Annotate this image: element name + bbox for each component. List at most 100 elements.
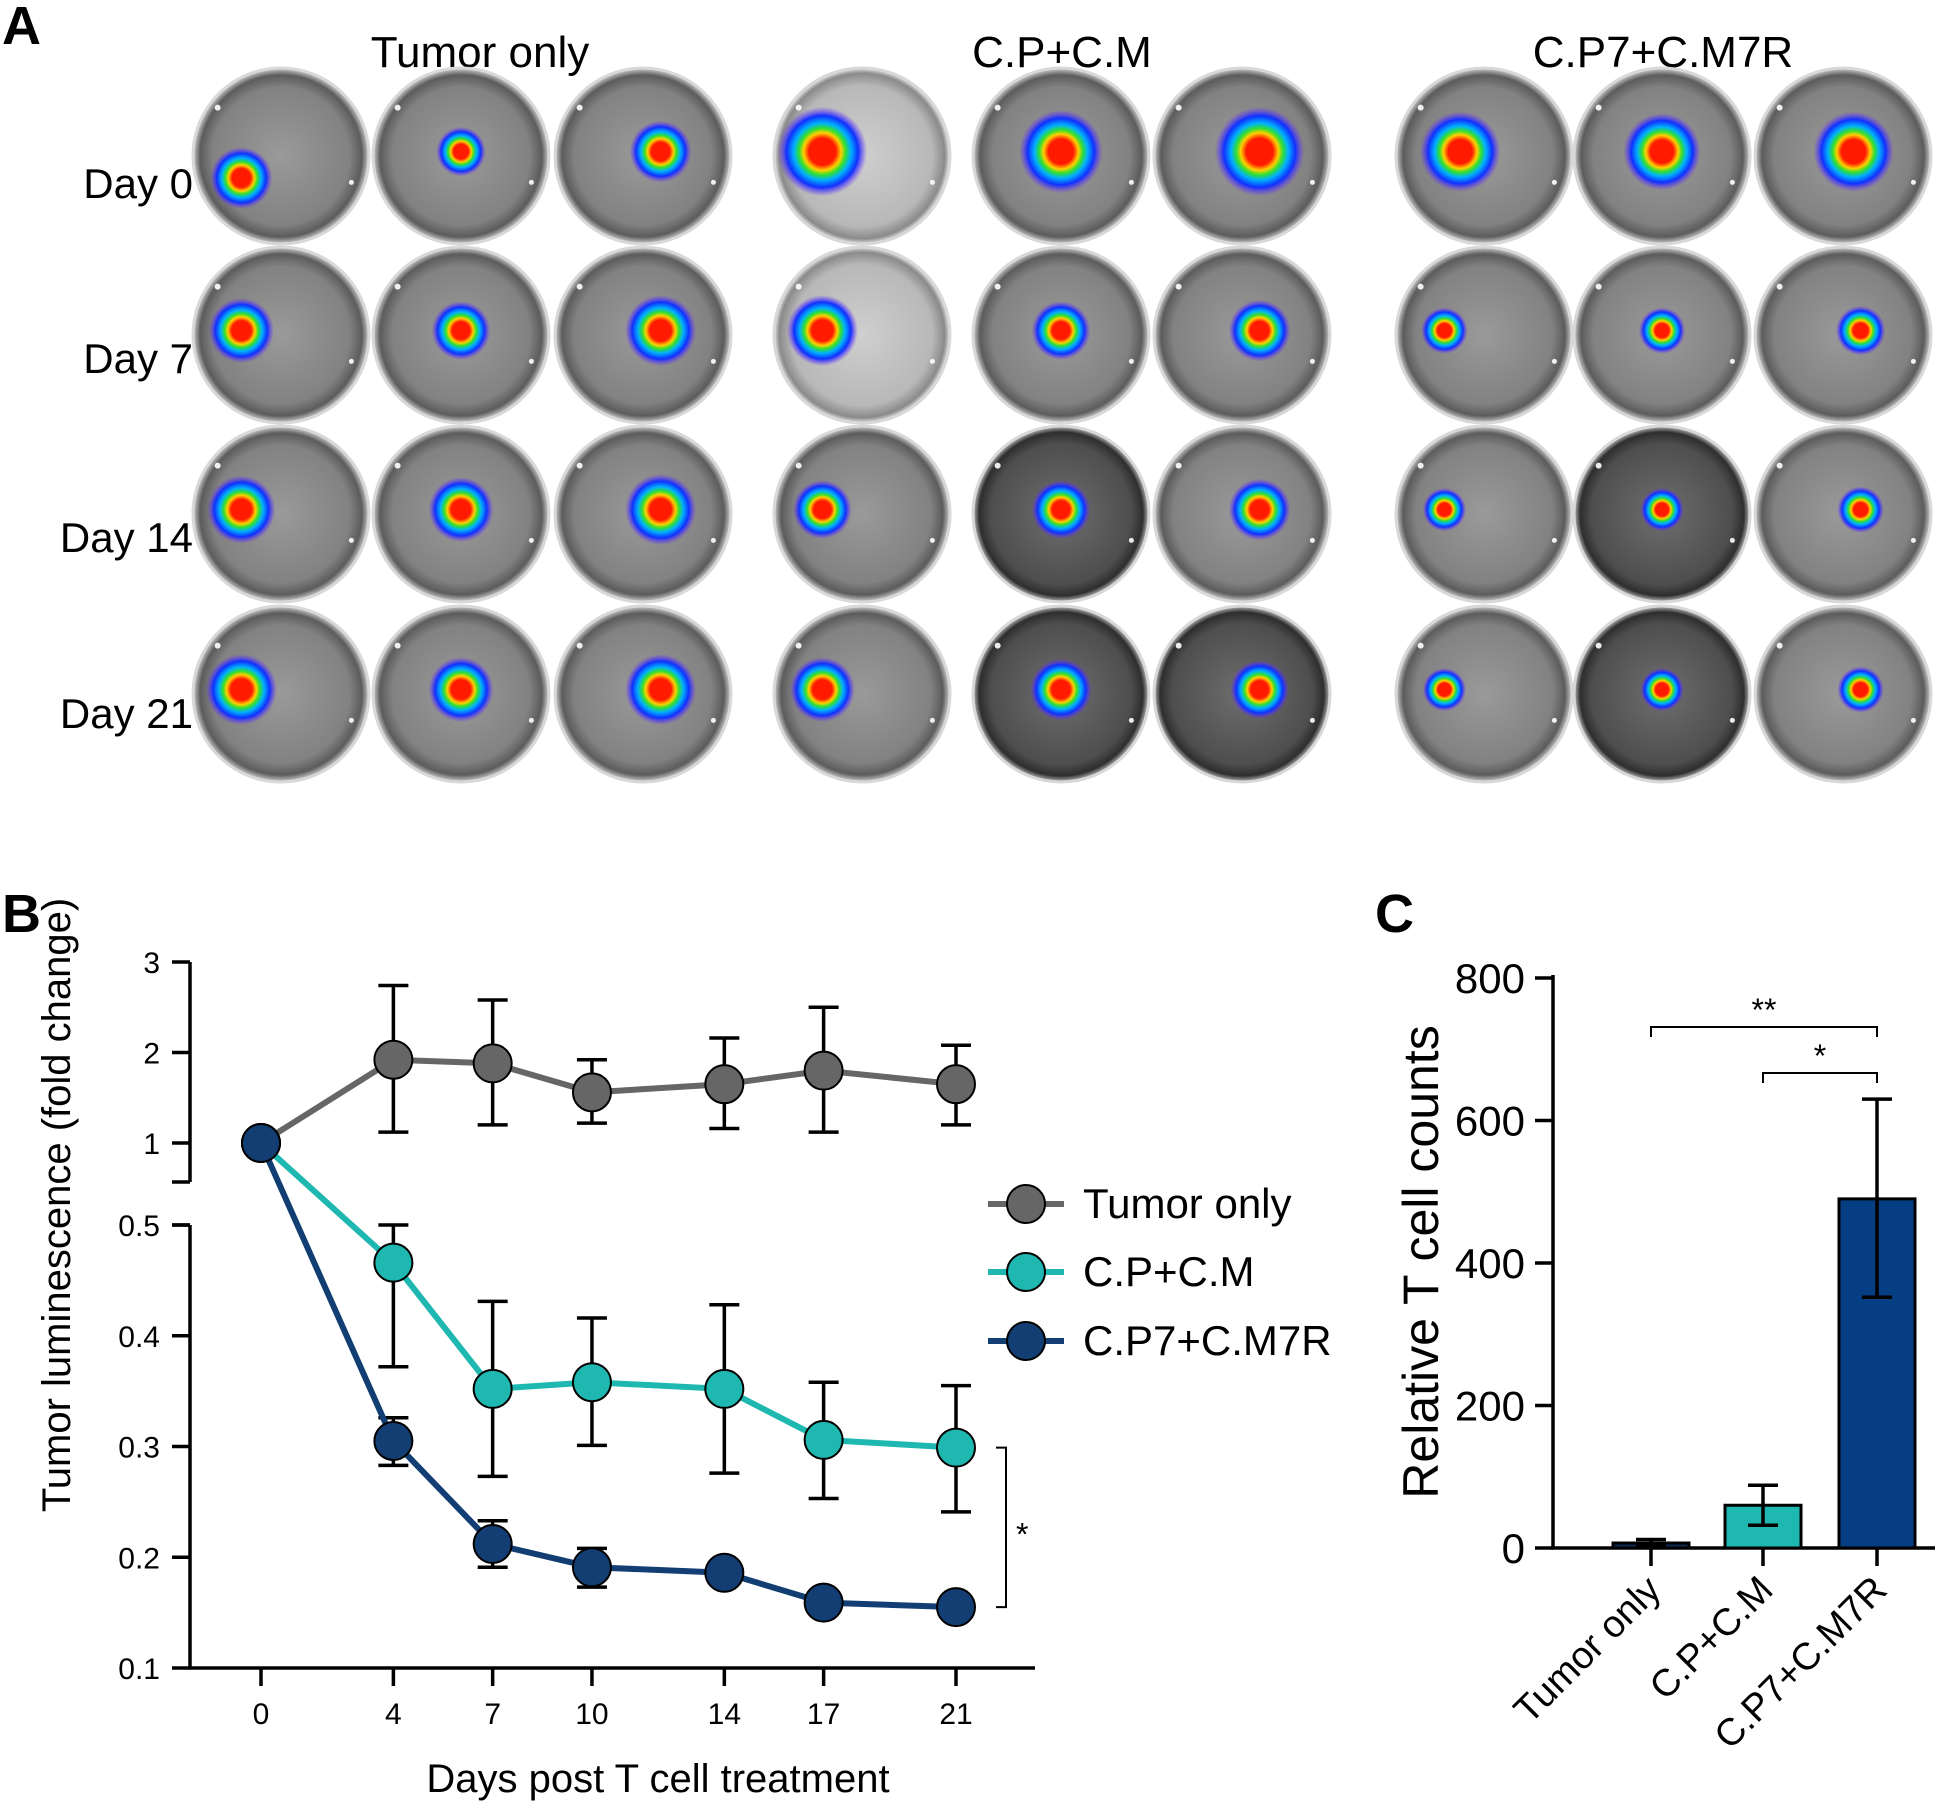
b-y-tick-label: 0.2 — [118, 1542, 160, 1575]
b-x-tick-label: 21 — [939, 1698, 972, 1731]
c-significance-bracket — [1650, 1026, 1878, 1037]
well — [553, 66, 733, 246]
day-label-0: Day 0 — [83, 160, 193, 207]
well — [1394, 604, 1574, 784]
well — [191, 245, 371, 425]
well-sparkle — [214, 642, 221, 649]
luminescence-spot — [1230, 660, 1289, 719]
well-sparkle — [929, 537, 935, 543]
luminescence-spot — [1214, 106, 1305, 197]
well-sparkle — [214, 104, 221, 111]
well-plate — [772, 245, 952, 425]
day-label-7: Day 7 — [83, 335, 193, 382]
well-sparkle — [1417, 642, 1424, 649]
b-significance-label: * — [1016, 1516, 1028, 1552]
well — [772, 66, 952, 246]
well-sparkle — [1595, 104, 1602, 111]
c-y-tick-label: 800 — [1455, 955, 1525, 1002]
panel-b-letter: B — [2, 884, 41, 944]
b-data-point — [571, 1547, 612, 1588]
well-sparkle — [528, 179, 534, 185]
c-bar-group — [1611, 1537, 1691, 1566]
panel-b: B 1 2 3 0.1 0.2 0.3 0.4 0.5 0 4 7 10 14 17 21 * Days … — [2, 884, 1332, 1801]
well-sparkle — [795, 462, 802, 469]
b-data-point — [472, 1368, 513, 1409]
luminescence-spot — [789, 657, 855, 723]
well-sparkle — [1175, 462, 1182, 469]
b-x-axis-title: Days post T cell treatment — [426, 1757, 889, 1801]
well-sparkle — [1595, 462, 1602, 469]
legend-label-cp-cm: C.P+C.M — [1083, 1248, 1255, 1295]
well-sparkle — [1175, 283, 1182, 290]
panel-c-y-ticks: 0 200 400 600 800 — [1455, 955, 1553, 1572]
well — [1572, 66, 1752, 246]
well — [971, 604, 1151, 784]
luminescence-spot — [208, 298, 274, 364]
well-sparkle — [528, 537, 534, 543]
well-sparkle — [394, 462, 401, 469]
well — [371, 424, 551, 604]
well — [371, 245, 551, 425]
well — [971, 424, 1151, 604]
legend-item-cp-cm: C.P+C.M — [988, 1248, 1255, 1295]
panel-c-bars — [1611, 1097, 1917, 1566]
well-sparkle — [1128, 358, 1134, 364]
luminescence-spot — [786, 295, 858, 367]
well — [772, 604, 952, 784]
well-sparkle — [1551, 179, 1557, 185]
luminescence-spot — [1031, 301, 1091, 360]
well-sparkle — [576, 104, 583, 111]
well-sparkle — [1776, 283, 1783, 290]
legend-label-tumor-only: Tumor only — [1083, 1180, 1292, 1227]
luminescence-spot — [777, 106, 868, 197]
c-bar-group — [1723, 1483, 1803, 1566]
luminescence-spot — [629, 120, 692, 183]
well-plate — [191, 604, 371, 784]
c-category-label: Tumor only — [1506, 1569, 1669, 1732]
well-sparkle — [394, 104, 401, 111]
c-y-axis-title: Relative T cell counts — [1393, 1025, 1449, 1498]
b-data-point — [373, 1242, 414, 1283]
well — [1753, 245, 1933, 425]
well-sparkle — [1417, 104, 1424, 111]
well-sparkle — [1595, 642, 1602, 649]
well — [971, 245, 1151, 425]
well — [772, 245, 952, 425]
well-sparkle — [1417, 283, 1424, 290]
luminescence-spot — [1422, 487, 1467, 532]
luminescence-spot — [428, 477, 494, 543]
well — [553, 424, 733, 604]
well-sparkle — [528, 358, 534, 364]
panel-b-x-ticks: 0 4 7 10 14 17 21 — [253, 1668, 973, 1731]
luminescence-spot — [793, 480, 852, 539]
b-bracket-line — [996, 1446, 1007, 1609]
well — [553, 604, 733, 784]
b-data-point — [704, 1368, 745, 1409]
luminescence-spot — [1420, 111, 1501, 192]
b-data-point — [571, 1072, 612, 1113]
well-sparkle — [1776, 462, 1783, 469]
b-x-tick-label: 14 — [708, 1698, 741, 1731]
well-plate — [1394, 604, 1574, 784]
well-sparkle — [994, 104, 1001, 111]
c-significance-bracket — [1762, 1072, 1878, 1083]
c-significance-label: * — [1814, 1038, 1826, 1074]
well-sparkle — [1128, 537, 1134, 543]
b-x-tick-label: 0 — [253, 1698, 270, 1731]
well-sparkle — [528, 717, 534, 723]
panel-b-axes — [188, 962, 1035, 1670]
b-data-point — [571, 1362, 612, 1403]
well — [191, 604, 371, 784]
well-sparkle — [214, 462, 221, 469]
c-significance-label: ** — [1752, 992, 1777, 1028]
luminescence-spot — [625, 654, 697, 726]
well-sparkle — [994, 642, 1001, 649]
well-sparkle — [1128, 717, 1134, 723]
b-data-point — [803, 1050, 844, 1091]
well-sparkle — [1910, 717, 1916, 723]
b-x-tick-label: 17 — [807, 1698, 840, 1731]
luminescence-spot — [1623, 112, 1701, 191]
legend-marker-cp7-cm7r — [1006, 1321, 1046, 1361]
